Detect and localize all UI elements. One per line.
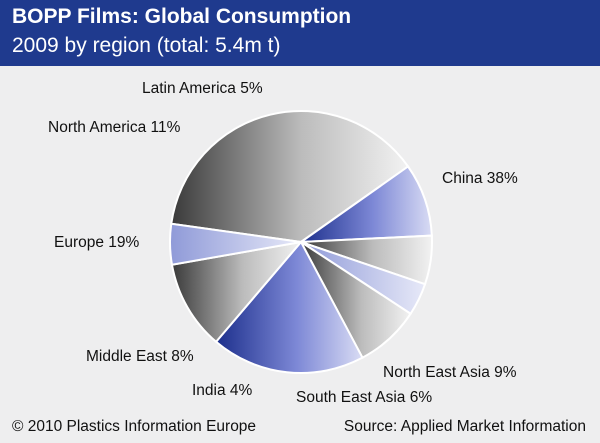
slice-label-latin-america: Latin America 5% — [142, 80, 263, 97]
chart-header: BOPP Films: Global Consumption 2009 by r… — [0, 0, 600, 66]
pie-slice-china — [170, 110, 410, 244]
slice-label-north-east-asia: North East Asia 9% — [383, 364, 517, 381]
pie-slice-europe — [214, 240, 364, 374]
copyright-text: © 2010 Plastics Information Europe — [12, 418, 257, 435]
slice-label-india: India 4% — [192, 382, 253, 399]
slice-label-europe: Europe 19% — [54, 234, 140, 251]
source-text: Source: Applied Market Information — [343, 418, 586, 435]
pie-chart — [169, 110, 433, 374]
slice-label-north-america: North America 11% — [48, 119, 181, 136]
slice-label-south-east-asia: South East Asia 6% — [296, 389, 433, 406]
pie-slice-latin-america — [169, 222, 302, 266]
slice-label-china: China 38% — [442, 170, 518, 187]
slice-label-middle-east: Middle East 8% — [86, 348, 194, 365]
pie-slices — [169, 110, 433, 374]
pie-slice-north-america — [170, 240, 304, 344]
chart-title: BOPP Films: Global Consumption — [12, 5, 352, 28]
chart-subtitle: 2009 by region (total: 5.4m t) — [12, 34, 281, 57]
